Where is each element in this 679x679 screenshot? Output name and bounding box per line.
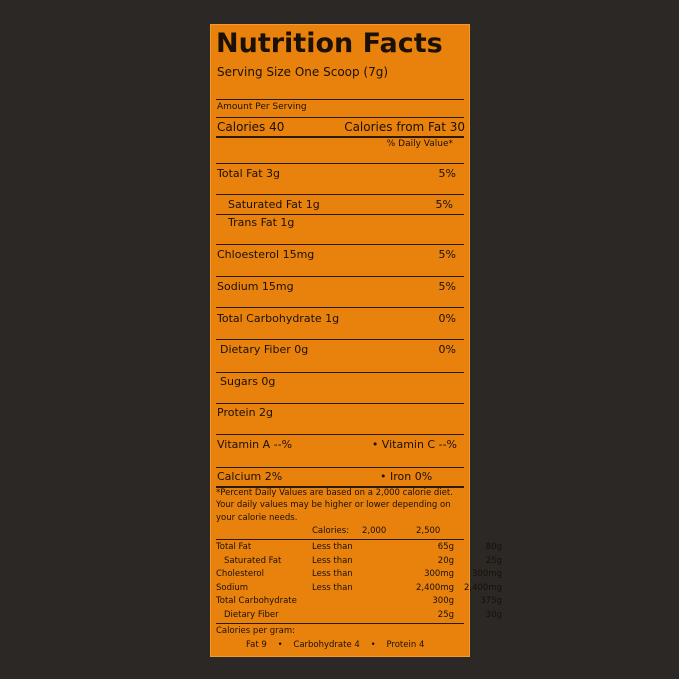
dv-row-name: Saturated Fat	[224, 555, 282, 566]
nutrient-dietary-fiber: Dietary Fiber 0g	[220, 343, 309, 356]
divider	[216, 539, 464, 540]
dv-table-header-2500: 2,500	[416, 526, 441, 536]
divider	[216, 467, 464, 468]
footnote-line: your calorie needs.	[216, 513, 298, 523]
footnote-line: *Percent Daily Values are based on a 2,0…	[216, 488, 453, 498]
dv-row-qualifier: Less than	[312, 582, 353, 593]
divider	[216, 99, 464, 100]
divider	[216, 623, 464, 624]
daily-value-header: % Daily Value*	[386, 139, 453, 149]
nutrient-sodium: Sodium 15mg	[217, 280, 294, 293]
nutrient-total-carbohydrate: Total Carbohydrate 1g	[217, 312, 340, 325]
divider	[216, 403, 464, 404]
divider	[216, 163, 464, 164]
dv-row-2000: 300g	[432, 596, 454, 607]
divider	[216, 486, 464, 488]
dv-row-name: Sodium	[216, 582, 249, 593]
nutrient-total-fat: Total Fat 3g	[217, 167, 281, 180]
nutrient-sugars: Sugars 0g	[220, 375, 276, 388]
nutrient-trans-fat: Trans Fat 1g	[228, 216, 295, 229]
nutrient-dv: 5%	[438, 248, 456, 261]
divider	[216, 214, 464, 215]
label-title: Nutrition Facts	[216, 28, 443, 59]
dv-table-header-label: Calories:	[312, 526, 350, 536]
divider	[216, 339, 464, 340]
divider	[216, 372, 464, 373]
dv-table-header-2000: 2,000	[362, 526, 387, 536]
dv-row-2000: 65g	[437, 542, 454, 552]
nutrient-dv: 5%	[435, 198, 453, 211]
dv-row-2000: 25g	[437, 610, 454, 620]
vitamin-a: Vitamin A --%	[217, 438, 293, 451]
dv-row-name: Dietary Fiber	[224, 610, 279, 620]
footnote-line: Your daily values may be higher or lower…	[216, 500, 451, 510]
iron: • Iron 0%	[380, 470, 433, 483]
dv-row-2500: 2,400mg	[463, 582, 502, 593]
nutrient-dv: 0%	[438, 312, 456, 325]
amount-per-serving: Amount Per Serving	[217, 102, 307, 112]
dv-row-qualifier: Less than	[312, 555, 353, 566]
divider	[216, 434, 464, 435]
divider	[216, 194, 464, 195]
dv-row-name: Total Carbohydrate	[216, 596, 297, 607]
calcium: Calcium 2%	[217, 470, 283, 483]
nutrient-saturated-fat: Saturated Fat 1g	[228, 198, 320, 211]
dv-row-2500: 25g	[485, 555, 502, 566]
nutrient-cholesterol: Chloesterol 15mg	[217, 248, 315, 261]
divider	[216, 117, 464, 118]
nutrition-label-panel	[210, 24, 470, 657]
divider	[216, 244, 464, 245]
dv-row-qualifier: Less than	[312, 542, 353, 552]
dv-row-name: Total Fat	[216, 542, 252, 552]
dv-row-2500: 30g	[485, 610, 502, 620]
nutrient-protein: Protein 2g	[217, 406, 274, 419]
divider	[216, 276, 464, 277]
nutrient-dv: 0%	[438, 343, 456, 356]
dv-row-2000: 300mg	[424, 569, 454, 580]
nutrient-dv: 5%	[438, 280, 456, 293]
divider	[216, 307, 464, 308]
calories-per-gram-values: Fat 9 • Carbohydrate 4 • Protein 4	[246, 640, 425, 650]
serving-size: Serving Size One Scoop (7g)	[217, 65, 389, 79]
calories: Calories 40	[217, 120, 285, 134]
calories-from-fat: Calories from Fat 30	[344, 120, 465, 134]
nutrient-dv: 5%	[438, 167, 456, 180]
dv-row-name: Cholesterol	[216, 569, 264, 580]
dv-row-2500: 375g	[480, 596, 502, 607]
dv-row-qualifier: Less than	[312, 569, 353, 580]
dv-row-2000: 2,400mg	[415, 582, 454, 593]
dv-row-2500: 80g	[485, 542, 502, 552]
dv-row-2000: 20g	[437, 555, 454, 566]
divider	[216, 136, 464, 138]
dv-row-2500: 300mg	[472, 569, 502, 580]
calories-per-gram-label: Calories per gram:	[216, 626, 295, 636]
vitamin-c: • Vitamin C --%	[371, 438, 457, 451]
